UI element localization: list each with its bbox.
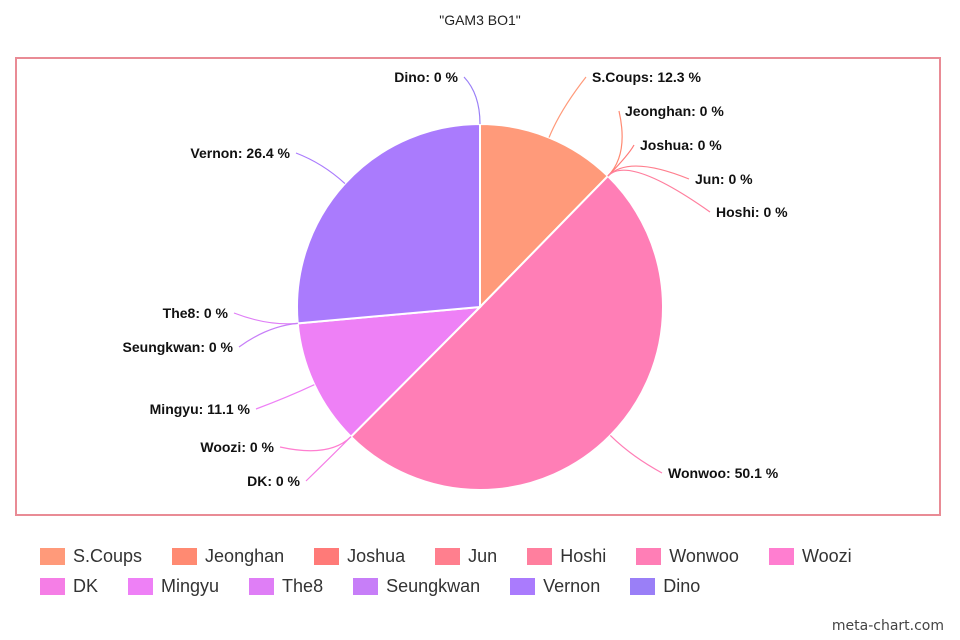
legend-label: Seungkwan [386,575,481,596]
legend-item-vernon[interactable]: Vernon [510,575,600,597]
leader-line-jeonghan [607,110,623,177]
legend-swatch [314,547,340,565]
legend-swatch [510,577,536,595]
legend-item-jun[interactable]: Jun [435,545,497,567]
legend-item-seungkwan[interactable]: Seungkwan [353,575,480,597]
chart-title: "GAM3 BO1" [439,12,521,28]
slice-label-jun: Jun: 0 % [695,171,753,187]
slice-label-the8: The8: 0 % [163,305,229,321]
legend-item-joshua[interactable]: Joshua [314,545,405,567]
pie-slice-vernon[interactable] [296,122,481,325]
leader-line-hoshi [607,169,711,213]
legend-item-mingyu[interactable]: Mingyu [128,575,219,597]
legend-label: Jun [468,545,498,566]
leader-line-s-coups [548,76,587,138]
slice-label-hoshi: Hoshi: 0 % [716,204,788,220]
legend-swatch [435,547,461,565]
leader-line-dino [463,76,481,125]
leader-line-woozi [279,436,352,452]
slice-label-dino: Dino: 0 % [394,69,458,85]
legend-label: DK [73,575,99,596]
legend-swatch [768,547,794,565]
legend-item-wonwoo[interactable]: Wonwoo [636,545,739,567]
legend-label: Joshua [347,545,406,566]
leader-line-wonwoo [609,435,663,474]
legend-label: S.Coups [73,545,143,566]
legend-label: Woozi [801,545,852,566]
leader-line-dk [305,436,352,482]
legend-label: Hoshi [560,545,607,566]
legend-swatch [40,577,65,595]
leader-line-mingyu [255,384,315,410]
legend-label: Mingyu [161,575,220,596]
legend-item-dino[interactable]: Dino [630,575,700,597]
legend-swatch [353,577,379,595]
legend-swatch [249,577,275,595]
watermark: meta-chart.com [831,618,944,634]
slice-label-dk: DK: 0 % [247,473,300,489]
leader-line-seungkwan [238,322,298,348]
slice-label-vernon: Vernon: 26.4 % [190,145,290,161]
legend-swatch [128,577,154,595]
slice-label-joshua: Joshua: 0 % [640,137,722,153]
slice-label-woozi: Woozi: 0 % [200,439,274,455]
leader-line-vernon [295,152,346,184]
plot-frame [15,57,941,516]
legend: S.Coups Jeonghan Joshua Jun Hoshi Wonwoo Woozi… [40,545,940,597]
legend-label: The8 [282,575,324,596]
legend-swatch [636,547,662,565]
legend-item-the8[interactable]: The8 [249,575,323,597]
slice-label-mingyu: Mingyu: 11.1 % [150,401,251,417]
leader-line-jun [607,165,690,180]
legend-swatch [172,547,198,565]
slice-label-jeonghan: Jeonghan: 0 % [625,103,724,119]
slice-label-wonwoo: Wonwoo: 50.1 % [668,465,779,481]
legend-label: Dino [663,575,701,596]
slice-label-seungkwan: Seungkwan: 0 % [123,339,234,355]
legend-item-hoshi[interactable]: Hoshi [527,545,606,567]
legend-swatch [527,547,553,565]
legend-swatch [630,577,656,595]
legend-label: Vernon [543,575,601,596]
legend-swatch [40,547,65,565]
leader-line-the8 [233,312,298,325]
pie-slice-s-coups[interactable] [479,122,610,310]
legend-item-woozi[interactable]: Woozi [768,545,852,567]
slice-label-s-coups: S.Coups: 12.3 % [592,69,701,85]
legend-item-dk[interactable]: DK [40,575,98,597]
legend-label: Wonwoo [669,545,739,566]
legend-item-jeonghan[interactable]: Jeonghan [172,545,284,567]
legend-label: Jeonghan [205,545,285,566]
legend-item-s-coups[interactable]: S.Coups [40,545,142,567]
